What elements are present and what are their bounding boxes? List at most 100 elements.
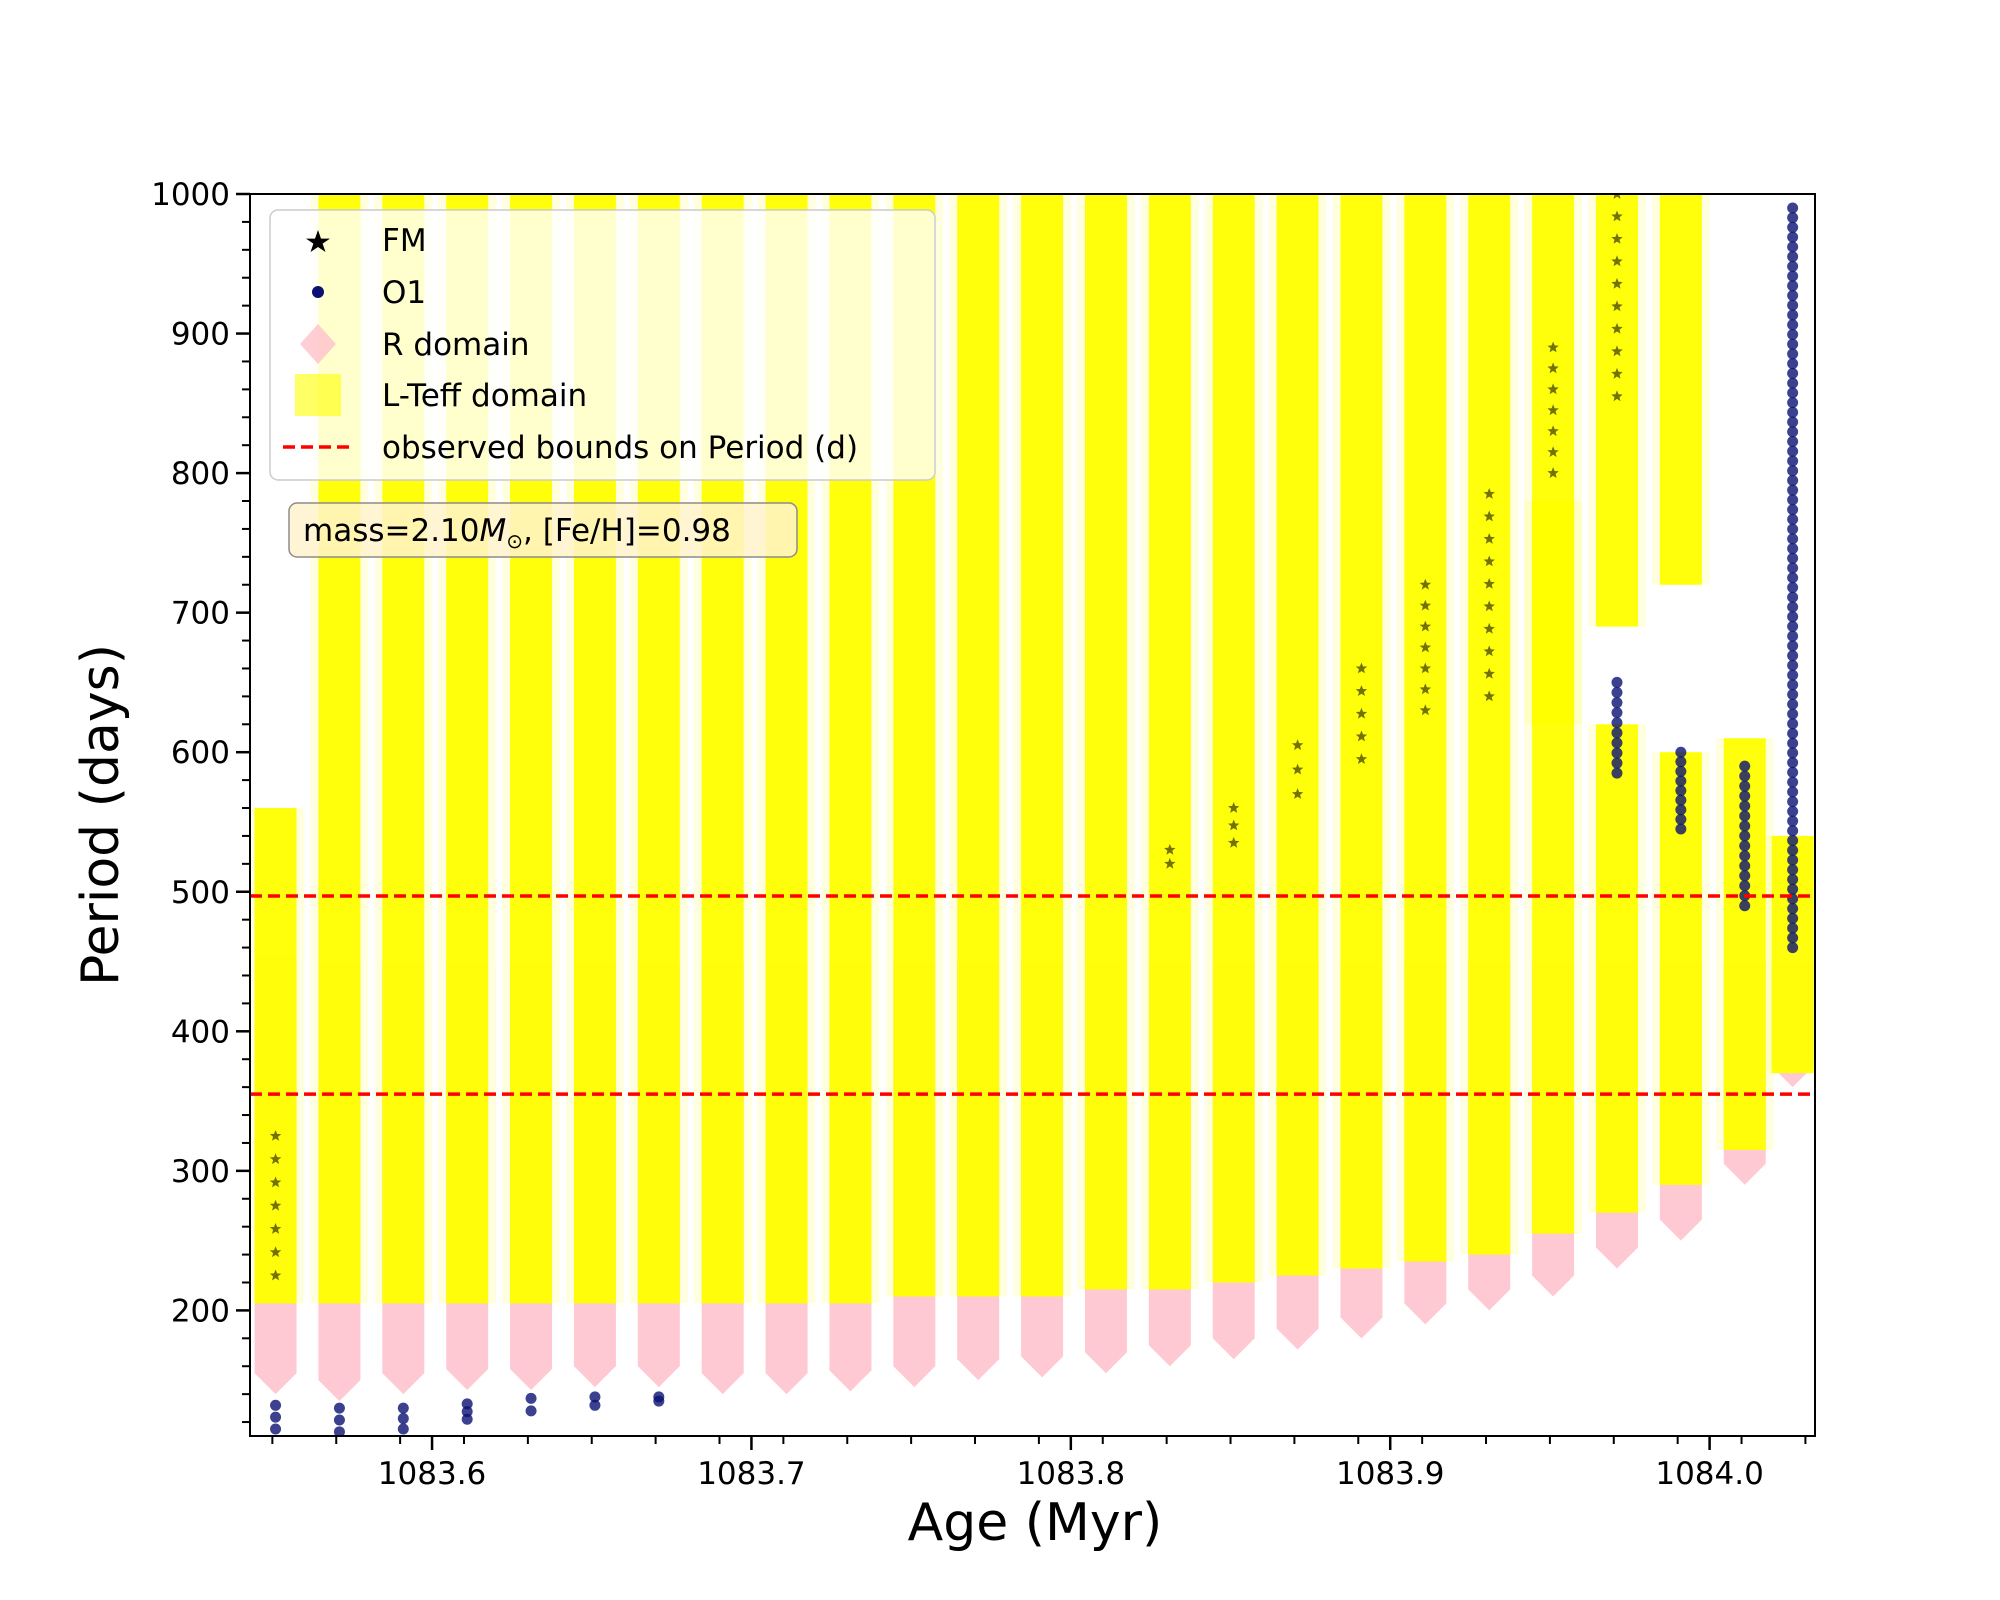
fm-point bbox=[1419, 578, 1432, 590]
o1-point bbox=[1611, 747, 1623, 759]
o1-point bbox=[333, 1402, 345, 1414]
o1-point bbox=[1787, 406, 1799, 418]
fm-points-layer bbox=[269, 194, 1623, 1281]
o1-point bbox=[1787, 796, 1799, 808]
fm-point bbox=[1419, 641, 1432, 653]
o1-point bbox=[1787, 932, 1799, 944]
x-axis: 1083.6 1083.7 1083.8 1083.9 1084.0 bbox=[271, 1436, 1807, 1492]
o1-point bbox=[397, 1402, 409, 1414]
fm-point bbox=[1547, 383, 1559, 395]
o1-point bbox=[1611, 707, 1623, 719]
o1-point bbox=[1787, 445, 1799, 457]
lteff-domain-band bbox=[1595, 194, 1638, 627]
o1-point bbox=[1611, 717, 1623, 729]
o1-point bbox=[1787, 620, 1799, 632]
fm-point bbox=[269, 1246, 282, 1258]
lteff-domain-band bbox=[957, 194, 1000, 1297]
y-axis-title: Period (days) bbox=[71, 644, 131, 986]
o1-point bbox=[1787, 591, 1799, 603]
o1-point bbox=[1787, 202, 1799, 214]
fm-point bbox=[1611, 300, 1623, 312]
lteff-domain-band bbox=[1468, 194, 1511, 1255]
fm-point bbox=[1611, 345, 1623, 357]
o1-point bbox=[1787, 776, 1799, 788]
o1-point bbox=[525, 1405, 537, 1417]
fm-point bbox=[1611, 255, 1623, 267]
o1-point bbox=[1787, 367, 1799, 379]
lteff-domain-band bbox=[1084, 194, 1127, 1290]
o1-point bbox=[1675, 813, 1687, 825]
o1-point bbox=[1739, 780, 1751, 792]
fm-point bbox=[1483, 600, 1495, 612]
y-tick-label: 900 bbox=[171, 317, 230, 353]
o1-point bbox=[1739, 820, 1751, 832]
o1-point bbox=[397, 1423, 409, 1435]
o1-point bbox=[1787, 679, 1799, 691]
legend-fm-marker bbox=[306, 230, 330, 252]
legend-o1-marker bbox=[312, 286, 324, 298]
o1-point bbox=[1787, 494, 1799, 506]
o1-point bbox=[1787, 465, 1799, 477]
fm-point bbox=[1355, 662, 1368, 674]
o1-point bbox=[1787, 912, 1799, 924]
o1-point bbox=[270, 1423, 282, 1435]
legend: FM O1 R domain L-Teff domain observed bo… bbox=[269, 209, 936, 481]
fm-point bbox=[1483, 488, 1495, 499]
o1-point bbox=[1787, 757, 1799, 769]
o1-point bbox=[1787, 659, 1799, 671]
fm-point bbox=[269, 1130, 282, 1141]
legend-box bbox=[269, 209, 936, 481]
o1-point bbox=[653, 1391, 665, 1403]
o1-point bbox=[1787, 805, 1799, 817]
o1-point bbox=[1787, 825, 1799, 837]
fm-point bbox=[1611, 367, 1623, 379]
o1-point bbox=[1787, 309, 1799, 321]
o1-point bbox=[270, 1411, 282, 1423]
legend-lteff-label: L-Teff domain bbox=[382, 378, 587, 414]
o1-point bbox=[1787, 572, 1799, 584]
fm-point bbox=[1547, 341, 1559, 353]
o1-point bbox=[1787, 601, 1799, 613]
plot-area bbox=[250, 194, 1815, 1436]
fm-point bbox=[269, 1269, 282, 1281]
annotation-text: mass=2.10M⊙, [Fe/H]=0.98 bbox=[303, 513, 731, 553]
o1-point bbox=[1787, 260, 1799, 272]
o1-point bbox=[1787, 581, 1799, 593]
fm-point bbox=[1291, 739, 1304, 751]
o1-point bbox=[1787, 766, 1799, 778]
legend-r-label: R domain bbox=[382, 327, 530, 363]
o1-point bbox=[1787, 241, 1799, 253]
fm-point bbox=[1611, 322, 1623, 334]
o1-point bbox=[1787, 504, 1799, 516]
fm-point bbox=[1355, 707, 1368, 719]
fm-point bbox=[1547, 467, 1559, 478]
fm-point bbox=[1611, 233, 1623, 244]
o1-point bbox=[1787, 377, 1799, 389]
o1-point bbox=[1787, 221, 1799, 233]
fm-point bbox=[1419, 620, 1432, 632]
o1-point bbox=[1611, 767, 1623, 779]
fm-point bbox=[1483, 555, 1495, 567]
o1-point bbox=[1787, 815, 1799, 827]
o1-point bbox=[1787, 708, 1799, 720]
o1-point bbox=[1675, 794, 1687, 806]
o1-point bbox=[1787, 854, 1799, 866]
o1-point bbox=[1787, 737, 1799, 749]
fm-point bbox=[1228, 836, 1240, 848]
o1-point bbox=[1787, 319, 1799, 331]
fm-point bbox=[1547, 404, 1559, 416]
o1-point bbox=[1787, 864, 1799, 876]
o1-point bbox=[589, 1399, 601, 1411]
o1-point bbox=[1787, 484, 1799, 496]
y-tick-label: 700 bbox=[171, 596, 230, 632]
o1-point bbox=[1739, 790, 1751, 802]
fm-point bbox=[1291, 788, 1304, 799]
o1-point bbox=[1787, 397, 1799, 409]
y-tick-label: 1000 bbox=[151, 177, 230, 213]
o1-point bbox=[1675, 785, 1687, 797]
o1-point bbox=[1611, 727, 1623, 739]
o1-point bbox=[1787, 270, 1799, 282]
o1-point bbox=[461, 1413, 473, 1425]
o1-point bbox=[1739, 830, 1751, 842]
